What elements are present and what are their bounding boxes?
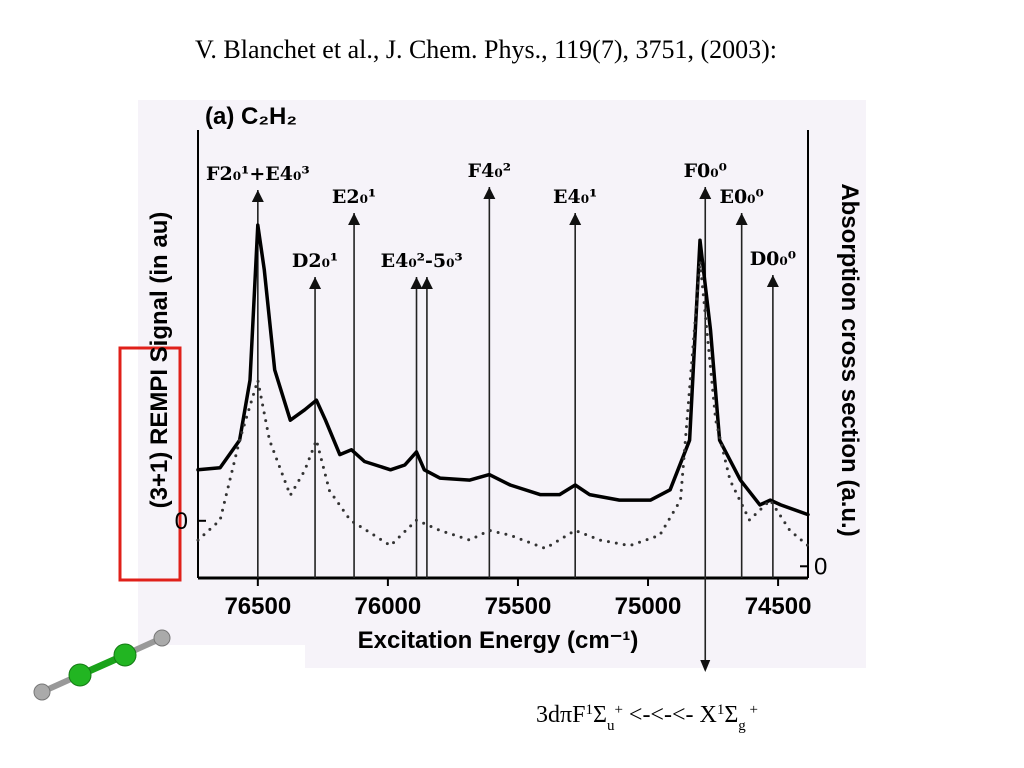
transition-part: 1 xyxy=(717,702,725,718)
annotation-arrow xyxy=(483,187,496,199)
transition-part: Σ xyxy=(724,702,738,728)
annotation-label: F2₀¹+E4₀³ xyxy=(206,163,310,185)
transition-label: 3dπF1Σu+ <-<-<- X1Σg + xyxy=(536,702,758,734)
figure-background xyxy=(138,100,866,668)
chart-title: (a) C₂H₂ xyxy=(205,103,297,130)
highlight-box xyxy=(118,346,182,582)
annotation-arrow xyxy=(699,187,712,199)
annotation-arrow xyxy=(410,277,423,289)
transition-part: <-<-<- X xyxy=(623,702,717,728)
x-axis-label: Excitation Energy (cm⁻¹) xyxy=(358,627,639,654)
annotation-label: E2₀¹ xyxy=(332,186,376,208)
series-line xyxy=(196,223,810,517)
x-tick-label: 76500 xyxy=(224,593,291,620)
y2-tick-label: 0 xyxy=(814,553,827,580)
annotation-arrow xyxy=(309,277,322,289)
x-tick-label: 75500 xyxy=(485,593,552,620)
series-line xyxy=(196,259,810,550)
annotation-label: D2₀¹ xyxy=(292,250,338,272)
annotation-arrow xyxy=(251,190,264,202)
annotation-arrow xyxy=(420,277,433,289)
annotation-label: E4₀¹ xyxy=(553,186,597,208)
annotation-arrow xyxy=(766,275,779,287)
transition-part: u xyxy=(607,718,615,734)
x-tick-label: 74500 xyxy=(745,593,812,620)
transition-part: + xyxy=(746,702,758,718)
annotation-label: E4₀²-5₀³ xyxy=(381,250,463,272)
annotation-label: E0₀⁰ xyxy=(719,186,763,208)
transition-part: + xyxy=(614,702,622,718)
x-tick-label: 75000 xyxy=(615,593,682,620)
transition-arrow xyxy=(700,660,711,672)
annotation-label: F0₀⁰ xyxy=(684,160,727,182)
annotation-arrow xyxy=(735,213,748,225)
citation: V. Blanchet et al., J. Chem. Phys., 119(… xyxy=(195,35,777,64)
x-tick-label: 76000 xyxy=(355,593,422,620)
y-tick-label: 0 xyxy=(175,508,188,535)
molecule xyxy=(33,629,171,701)
annotation-label: F4₀² xyxy=(468,160,511,182)
transition-part: g xyxy=(738,718,746,734)
annotation-arrow xyxy=(348,213,361,225)
y2-axis-label: Absorption cross section (a.u.) xyxy=(836,183,863,536)
transition-part: Σ xyxy=(593,702,607,728)
annotation-label: D0₀⁰ xyxy=(750,248,796,270)
y-axis-label: (3+1) REMPI Signal (in au) xyxy=(146,212,173,509)
annotation-arrow xyxy=(569,213,582,225)
transition-part: 3dπF xyxy=(536,702,585,728)
transition-part: 1 xyxy=(585,702,593,718)
